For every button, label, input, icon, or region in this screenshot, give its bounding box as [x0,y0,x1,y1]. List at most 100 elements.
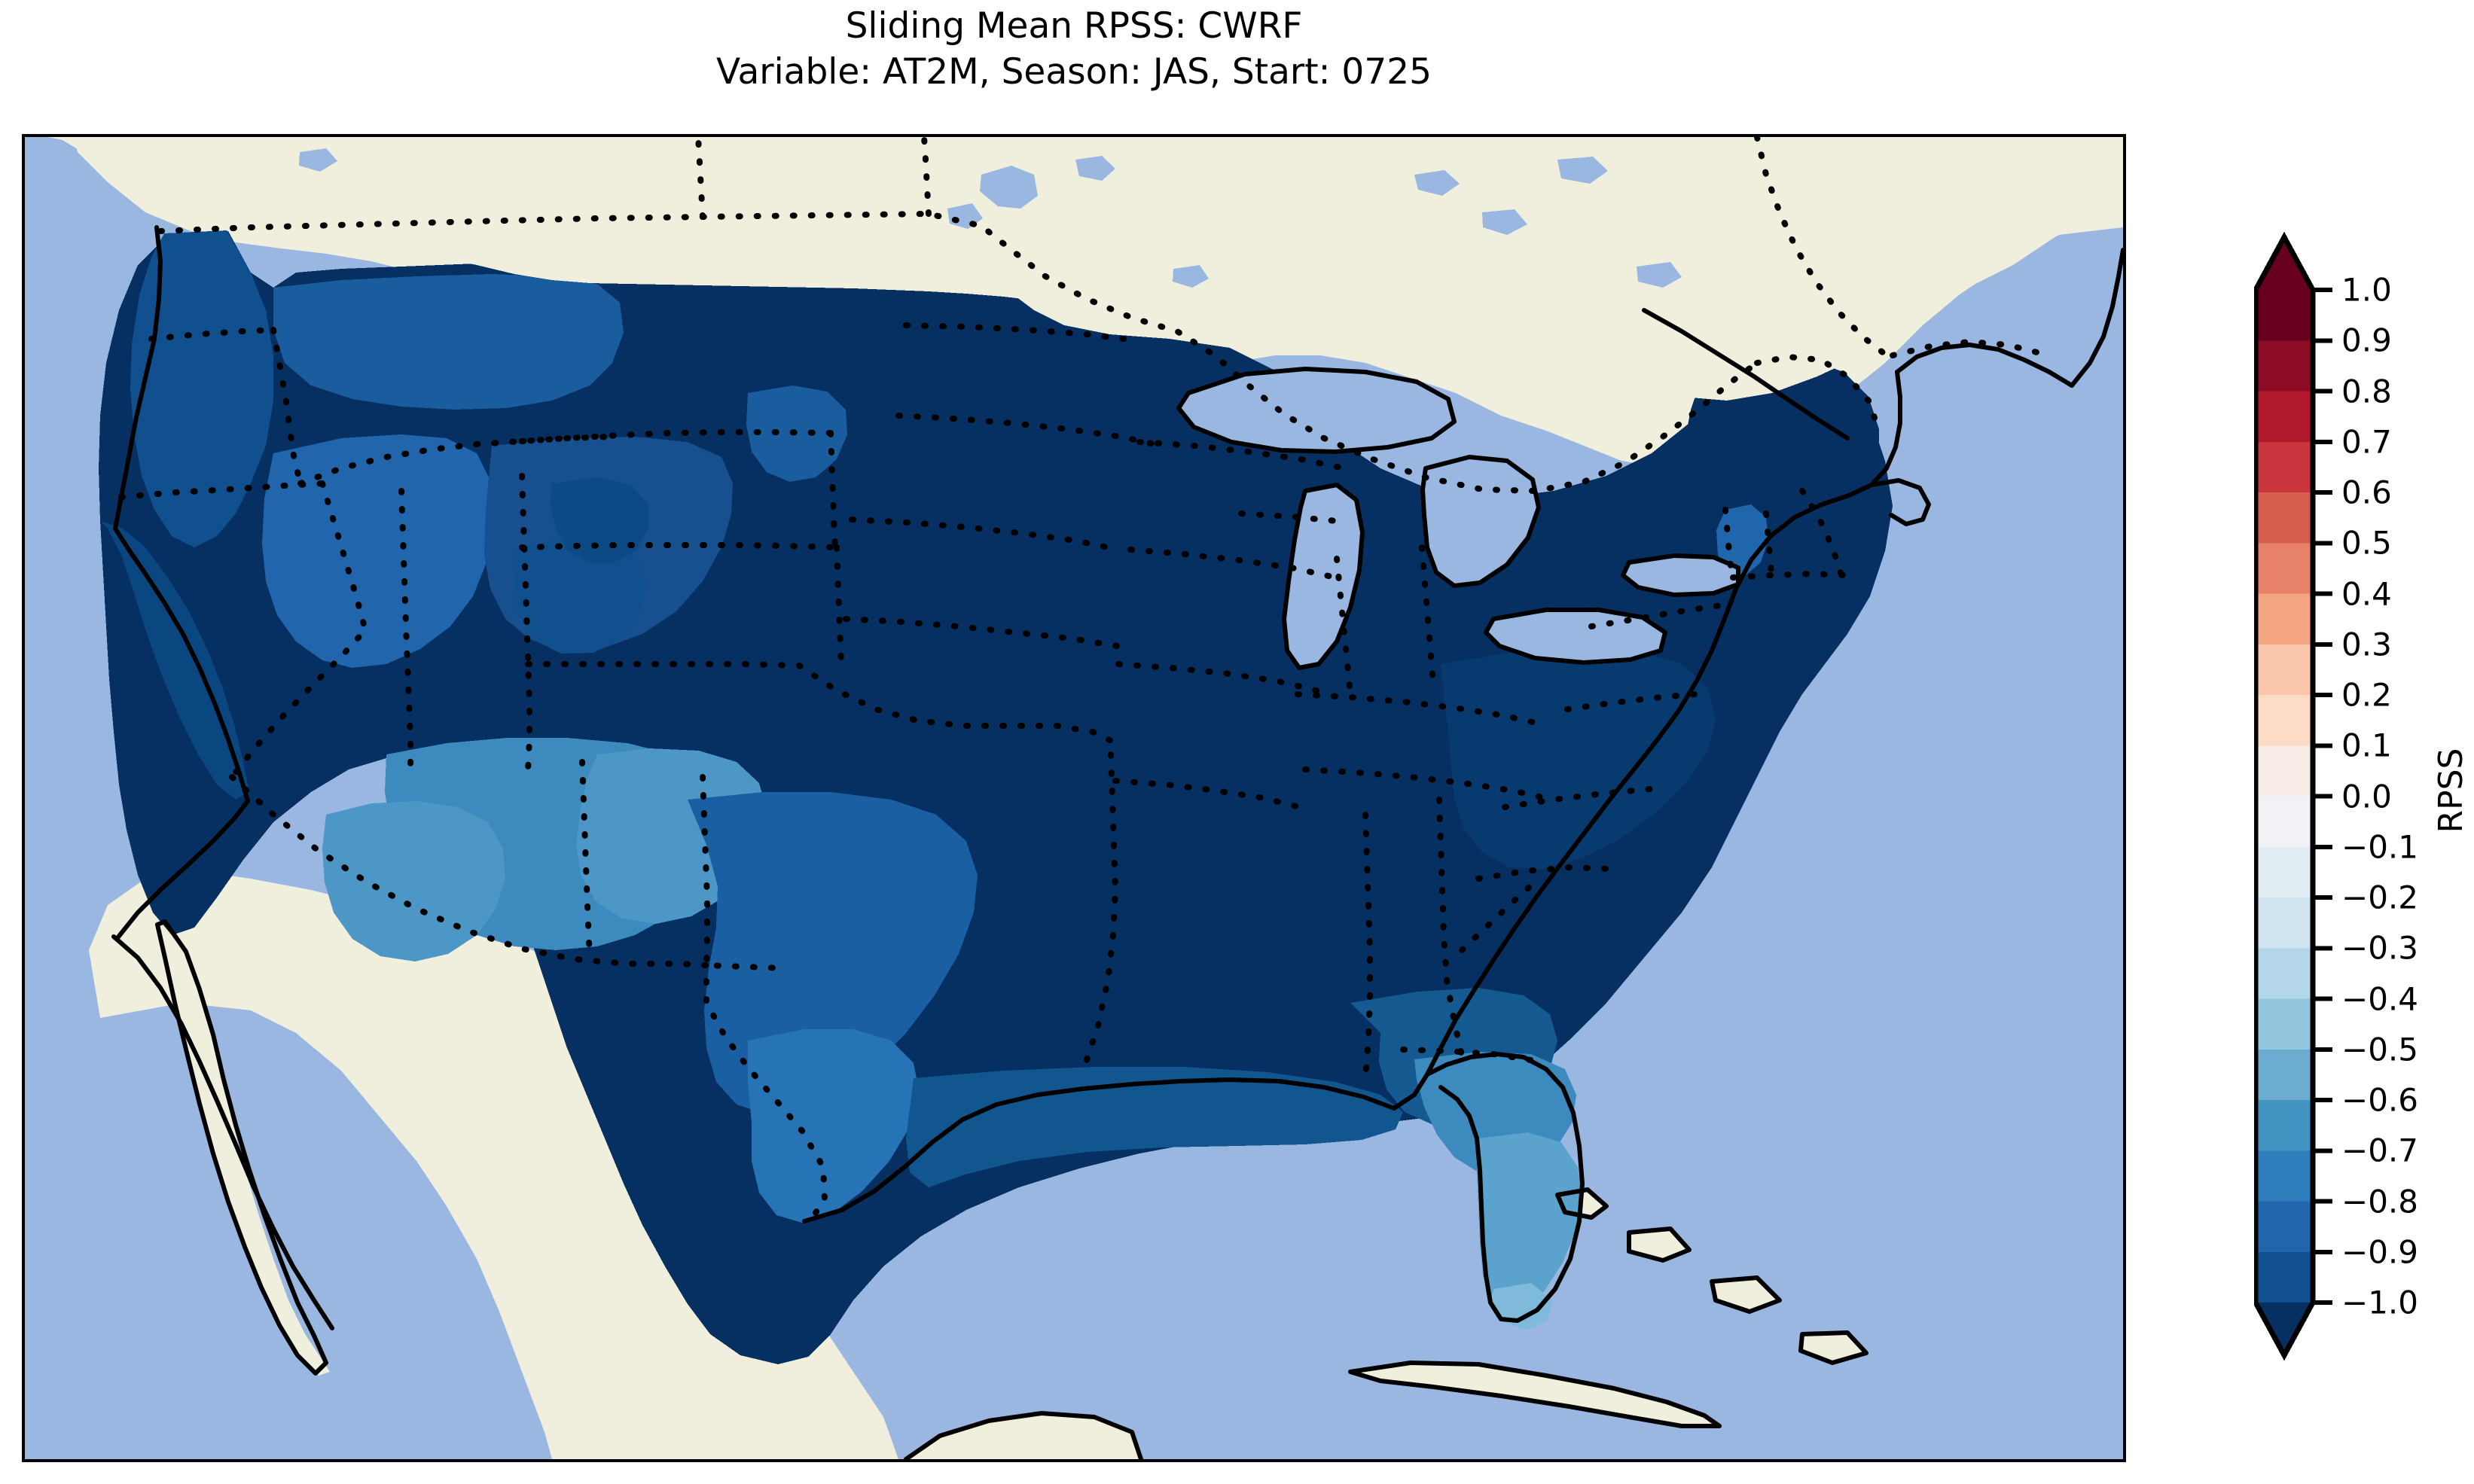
border-us-canada [157,210,1760,495]
shore-lake-huron [1420,455,1541,588]
colorbar-tick-label: −0.8 [2341,1183,2418,1220]
colorbar-tick-label: 0.9 [2341,321,2392,359]
border-tx-la [1082,751,1119,1068]
coastline-canada-east [2070,248,2123,388]
colorbar-over-arrow [2256,237,2313,290]
colorbar-band [2256,695,2313,746]
border-pa-south [1564,691,1698,712]
border-wi-il [1238,510,1340,524]
coastline-baja [155,919,328,1376]
colorbar-band [2256,897,2313,949]
river-st-lawrence [1642,308,1850,440]
map-axes [22,134,2126,1462]
border-or-ca [118,480,325,500]
colorbar-tick-label: −0.5 [2341,1031,2418,1068]
border-nv-ut [398,488,413,772]
figure-title: Sliding Mean RPSS: CWRF Variable: AT2M, … [0,3,2148,95]
shore-lake-superior [1176,367,1457,454]
canada-mask-overlay [47,137,2123,401]
border-nm-tx [700,774,789,971]
lake-ontario [1623,556,1738,595]
border-pa-ny [1588,602,1724,629]
coastline-new-england [1895,343,2074,388]
conus-rpss-map [25,137,2123,1459]
data-cell-block-idaho-montana [273,274,624,410]
colorbar-tick-label: 0.8 [2341,373,2392,410]
border-sd-ne [895,413,1165,449]
border-tn-north [1302,766,1555,803]
yucatan-land [906,1413,1139,1459]
colorbar-tick-label: 0.7 [2341,423,2392,461]
border-ma-ct [1730,570,1850,580]
border-sc-ga [1459,876,1542,953]
colorbar-tick-label: −0.7 [2341,1132,2418,1169]
data-cell-block-great-basin [262,434,496,668]
colorbar-tick-label: −0.6 [2341,1081,2418,1119]
data-cell-block-appalachia [1441,648,1716,869]
border-nd-sd [903,322,1139,343]
colorbar-band [2256,391,2313,443]
colorbar-tick-label: 1.0 [2341,271,2392,309]
colorbar-tick-label: −0.9 [2341,1233,2418,1271]
border-wa-or [148,327,276,342]
colorbar-tick-label: 0.3 [2341,626,2392,663]
coastline-pacific [113,225,250,803]
colorbar-band [2256,644,2313,696]
colorbar-band [2256,1201,2313,1253]
border-wy-co [519,542,840,550]
border-co-east [834,544,844,667]
border-ia-mo [1127,547,1338,580]
colorbar-tick-label: 0.1 [2341,727,2392,764]
shore-lake-michigan [1282,483,1365,670]
colorbar-band [2256,796,2313,848]
colorbar-band [2256,1251,2313,1303]
shore-lake-ontario [1621,553,1740,597]
coastline-cape-cod [1869,478,1931,526]
border-ar-la [1112,778,1308,812]
colorbar-tick-label: 0.6 [2341,474,2392,511]
coastline-mexico-west [114,799,250,941]
border-wy-east [828,430,838,553]
coastline-layer [111,225,2123,1459]
baja-peninsula [159,920,330,1376]
data-cell-block-central-patch [551,477,648,563]
border-ks-ok [843,616,1120,649]
colorbar-band [2256,290,2313,341]
colorbar-tick-label: 0.5 [2341,524,2392,562]
border-az-nm [579,759,593,961]
colorbar-band [2256,745,2313,797]
colorbar-band [2256,846,2313,898]
colorbar-band [2256,340,2313,392]
shore-lake-erie [1484,608,1667,665]
coastline-florida [1425,1052,1585,1323]
canada-inland-lakes [299,148,1682,288]
colorbar-band [2256,441,2313,493]
great-lakes-waterbodies [1179,369,1738,668]
coastline-gulf [802,1072,1429,1223]
title-line-2: Variable: AT2M, Season: JAS, Start: 0725 [715,51,1432,93]
caribbean-islands [1350,1363,1719,1426]
state-border-layer [118,137,2046,1224]
data-cell-block-texas-plains [688,792,978,1114]
coastline-atlantic [1425,370,1902,1077]
colorbar-band [2256,593,2313,645]
border-us-mexico [229,774,828,1224]
border-canada-maritime [1890,338,2046,358]
colorbar-tick-label: 0.4 [2341,575,2392,612]
colorbar-band [2256,1100,2313,1151]
border-ok-tx [796,663,1124,748]
border-mo-ar [1115,661,1319,693]
lake-superior [1179,369,1454,452]
border-va-nc [1502,786,1653,810]
border-nc-sc [1475,864,1613,882]
colorbar-tick-label: −0.1 [2341,828,2418,866]
colorbar-tick-label: −1.0 [2341,1284,2418,1321]
data-cell-block-florida-south [1477,1132,1582,1315]
rpss-data-grid [47,137,2123,1364]
coastline-yucatan [904,1411,1143,1459]
border-ne-ks [849,517,1121,553]
colorbar-tick-label: −0.2 [2341,879,2418,916]
border-nh-me [1799,488,1844,578]
data-cell-block-pacific-nw [130,230,273,547]
colorbar-tick-label: 0.2 [2341,676,2392,714]
